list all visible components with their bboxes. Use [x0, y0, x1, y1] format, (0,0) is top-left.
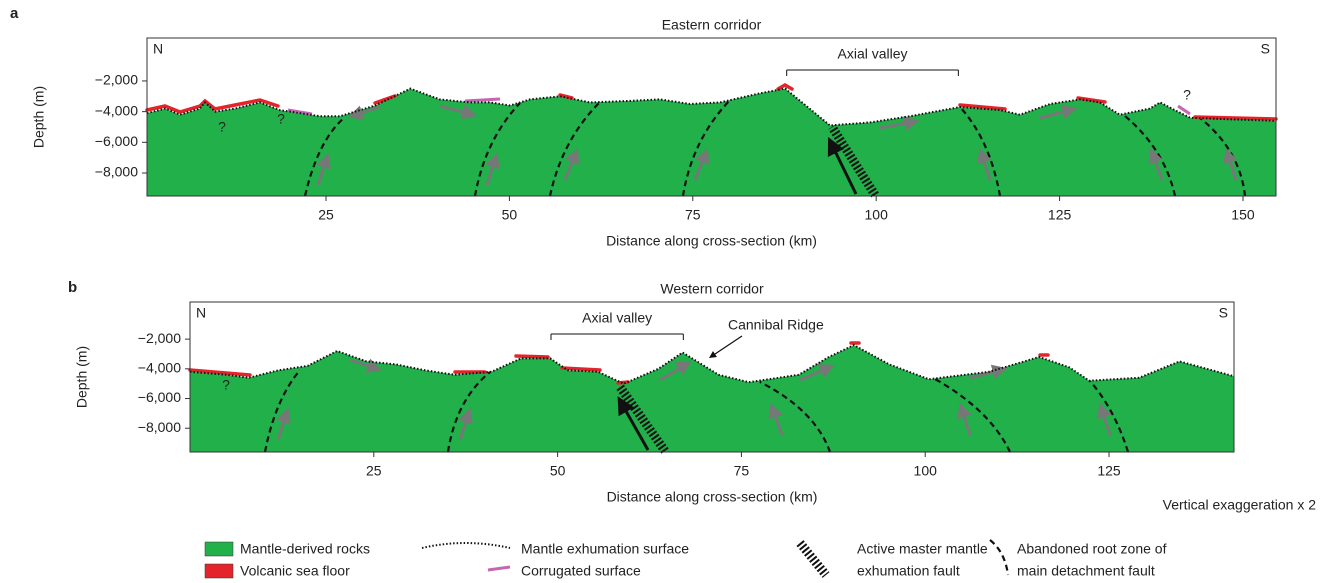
exhumation-surface: [146, 87, 1277, 127]
legend-label: Mantle exhumation surface: [521, 541, 689, 557]
legend-label: Mantle-derived rocks: [240, 541, 370, 557]
y-tick-label: −8,000: [95, 164, 138, 180]
panel-label: b: [68, 279, 77, 296]
legend-label: Abandoned root zone of: [1017, 541, 1167, 557]
x-tick-label: 75: [734, 463, 750, 479]
uncertain-label: ?: [1183, 87, 1191, 103]
y-tick-label: −2,000: [138, 330, 181, 346]
x-tick-label: 75: [685, 207, 701, 223]
mantle-area: [190, 345, 1234, 452]
panel-title: Eastern corridor: [662, 17, 762, 33]
x-tick-label: 25: [366, 463, 382, 479]
x-axis-label: Distance along cross-section (km): [606, 233, 817, 249]
corner-label: N: [153, 41, 163, 57]
corner-label: N: [196, 305, 206, 321]
x-tick-label: 25: [318, 207, 334, 223]
y-tick-label: −4,000: [95, 102, 138, 118]
legend-label: Volcanic sea floor: [240, 563, 350, 579]
x-tick-label: 50: [502, 207, 518, 223]
plot-frame: [189, 301, 1235, 453]
x-tick-label: 150: [1231, 207, 1255, 223]
y-tick-label: −2,000: [95, 72, 138, 88]
mantle-area: [147, 88, 1276, 196]
y-axis-label: Depth (m): [31, 86, 47, 148]
legend-label: main detachment fault: [1017, 563, 1155, 579]
annotation: Axial valley: [582, 310, 652, 326]
geology-decor: [145, 82, 1278, 454]
uncertain-label: ?: [277, 111, 285, 127]
y-axis-label: Depth (m): [74, 346, 90, 408]
legend-label: Corrugated surface: [521, 563, 641, 579]
x-tick-label: 100: [865, 207, 889, 223]
legend: Mantle-derived rocks Volcanic sea floor …: [204, 539, 1167, 579]
note: Vertical exaggeration x 2: [1163, 497, 1317, 513]
panel-label: a: [10, 5, 19, 22]
profile-area-b: [190, 345, 1234, 452]
panel-title: Western corridor: [660, 281, 764, 297]
y-tick-label: −6,000: [95, 133, 138, 149]
profile-area-a: [147, 88, 1276, 196]
corner-label: S: [1261, 41, 1270, 57]
x-tick-label: 50: [550, 463, 566, 479]
x-tick-label: 100: [914, 463, 938, 479]
y-tick-label: −4,000: [138, 360, 181, 376]
x-axis-label: Distance along cross-section (km): [607, 489, 818, 505]
corner-label: S: [1219, 305, 1228, 321]
y-tick-label: −8,000: [138, 419, 181, 435]
x-tick-label: 125: [1048, 207, 1072, 223]
y-tick-label: −6,000: [138, 389, 181, 405]
x-tick-label: 125: [1097, 463, 1121, 479]
uncertain-label: ?: [222, 377, 230, 393]
callout: Cannibal Ridge: [728, 317, 824, 333]
exhumation-surface: [189, 343, 1235, 385]
legend-label: Active master mantle: [857, 541, 988, 557]
plot-frame: [146, 37, 1277, 197]
annotation: Axial valley: [838, 46, 908, 62]
uncertain-label: ?: [218, 119, 226, 135]
legend-label: exhumation fault: [857, 563, 960, 579]
